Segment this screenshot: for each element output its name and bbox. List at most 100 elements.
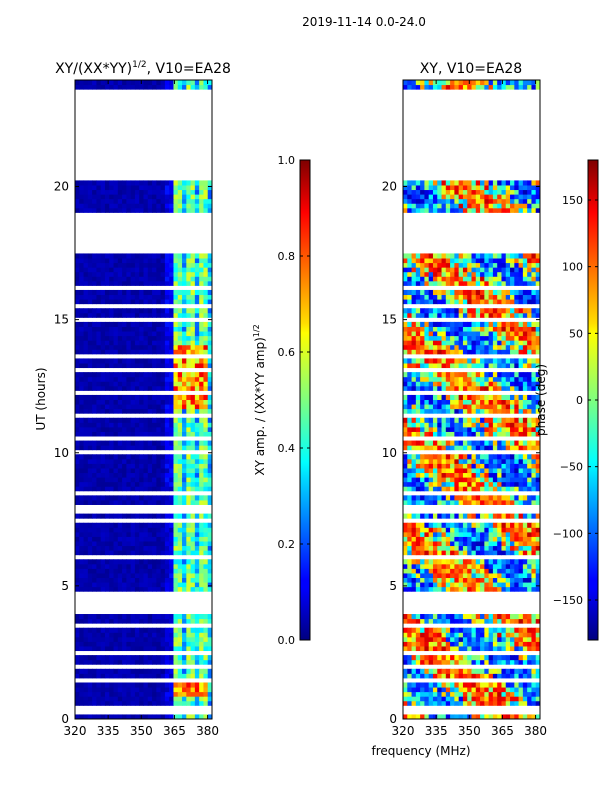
heatmap-cell	[104, 408, 110, 414]
heatmap-cell	[182, 696, 187, 702]
heatmap-cell	[480, 312, 485, 318]
heatmap-cell	[122, 481, 127, 487]
heatmap-cell	[117, 408, 123, 414]
heatmap-cell	[445, 385, 451, 391]
heatmap-cell	[527, 582, 532, 588]
heatmap-cell	[152, 536, 157, 542]
heatmap-cell	[445, 568, 451, 574]
heatmap-cell	[467, 404, 472, 410]
heatmap-cell	[92, 381, 97, 387]
heatmap-cell	[411, 467, 417, 474]
heatmap-cell	[83, 486, 89, 492]
heatmap-cell	[514, 563, 520, 569]
heatmap-cell	[518, 458, 524, 464]
heatmap-cell	[458, 299, 464, 305]
heatmap-cell	[462, 308, 468, 314]
heatmap-cell	[403, 335, 408, 341]
heatmap-cell	[96, 627, 102, 633]
heatmap-cell	[488, 696, 494, 702]
heatmap-cell	[130, 714, 136, 719]
heatmap-cell	[415, 335, 421, 341]
heatmap-cell	[79, 331, 85, 337]
heatmap-cell	[437, 618, 443, 624]
heatmap-cell	[467, 440, 472, 446]
heatmap-cell	[100, 362, 106, 369]
heatmap-cell	[143, 481, 149, 487]
heatmap-cell	[75, 417, 80, 423]
heatmap-cell	[203, 572, 209, 579]
heatmap-cell	[190, 207, 196, 213]
heatmap-cell	[130, 308, 136, 314]
heatmap-cell	[518, 349, 524, 355]
heatmap-cell	[130, 691, 136, 697]
heatmap-cell	[203, 627, 209, 633]
heatmap-cell	[134, 696, 140, 702]
heatmap-cell	[147, 582, 153, 588]
heatmap-cell	[415, 399, 421, 405]
heatmap-cell	[75, 440, 80, 446]
heatmap-cell	[415, 655, 421, 661]
heatmap-cell	[173, 198, 179, 204]
heatmap-cell	[471, 326, 477, 332]
heatmap-cell	[75, 189, 80, 195]
heatmap-cell	[147, 80, 153, 86]
heatmap-cell	[109, 572, 115, 579]
heatmap-cell	[505, 417, 511, 423]
heatmap-cell	[432, 358, 438, 364]
heatmap-cell	[87, 659, 93, 665]
heatmap-cell	[475, 632, 481, 638]
heatmap-cell	[194, 673, 200, 679]
heatmap-cell	[467, 486, 472, 492]
heatmap-cell	[152, 499, 157, 505]
heatmap-cell	[462, 495, 468, 501]
heatmap-cell	[471, 299, 477, 305]
heatmap-cell	[535, 700, 540, 706]
heatmap-cell	[432, 641, 438, 647]
heatmap-cell	[428, 417, 434, 423]
heatmap-cell	[156, 463, 162, 469]
heatmap-cell	[484, 431, 490, 437]
heatmap-cell	[87, 294, 93, 300]
heatmap-cell	[156, 472, 162, 478]
heatmap-cell	[152, 394, 157, 400]
heatmap-cell	[194, 358, 200, 364]
heatmap-cell	[194, 572, 200, 579]
heatmap-cell	[126, 540, 132, 547]
heatmap-cell	[462, 404, 468, 410]
heatmap-cell	[462, 385, 468, 391]
heatmap-cell	[117, 184, 123, 191]
heatmap-cell	[535, 627, 540, 633]
heatmap-cell	[164, 308, 170, 314]
heatmap-cell	[83, 540, 89, 547]
heatmap-cell	[169, 271, 174, 277]
heatmap-cell	[109, 495, 115, 501]
heatmap-cell	[92, 536, 97, 542]
heatmap-cell	[458, 577, 464, 583]
heatmap-cell	[207, 472, 212, 478]
heatmap-cell	[207, 445, 212, 451]
heatmap-cell	[104, 198, 110, 204]
heatmap-cell	[450, 559, 455, 565]
heatmap-cell	[505, 312, 511, 318]
heatmap-cell	[535, 381, 540, 387]
heatmap-cell	[522, 568, 528, 574]
heatmap-cell	[117, 84, 123, 90]
heatmap-cell	[407, 645, 413, 652]
heatmap-cell	[199, 641, 204, 647]
heatmap-cell	[190, 344, 196, 350]
heatmap-cell	[83, 668, 89, 674]
heatmap-cell	[522, 486, 528, 492]
heatmap-cell	[505, 714, 511, 719]
heatmap-cell	[199, 431, 204, 437]
heatmap-cell	[173, 321, 179, 327]
heatmap-cell	[420, 568, 425, 574]
heatmap-cell	[194, 636, 200, 642]
heatmap-cell	[467, 477, 472, 483]
heatmap-cell	[190, 267, 196, 273]
heatmap-cell	[109, 563, 115, 569]
heatmap-cell	[75, 641, 80, 647]
heatmap-cell	[134, 194, 140, 200]
heatmap-cell	[437, 582, 443, 588]
heatmap-cell	[164, 331, 170, 337]
heatmap-cell	[130, 431, 136, 437]
